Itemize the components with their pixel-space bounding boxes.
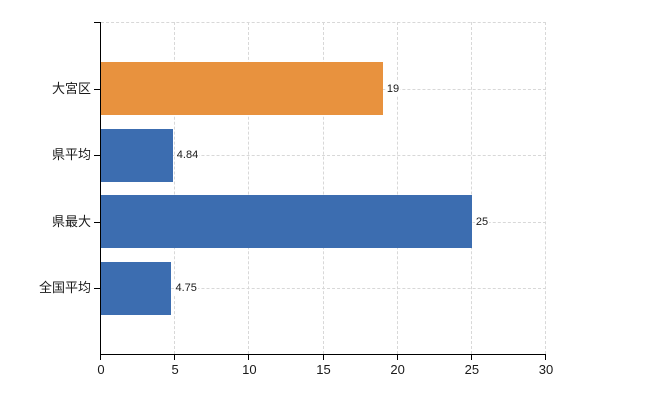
value-label: 25	[474, 214, 490, 229]
x-tick-label: 5	[171, 362, 179, 377]
bar-全国平均	[101, 261, 172, 315]
x-axis-tick	[322, 355, 324, 360]
x-axis-tick	[545, 355, 546, 360]
x-tick-label: 10	[242, 362, 257, 377]
y-axis-tick	[94, 288, 100, 289]
value-label: 19	[385, 81, 401, 96]
x-tick-label: 25	[464, 362, 480, 377]
plot-top-gridline	[101, 22, 546, 23]
y-axis-tick	[94, 221, 100, 223]
x-gridline	[396, 22, 398, 354]
x-tick-label: 20	[390, 362, 405, 377]
x-tick-label: 15	[316, 362, 331, 377]
x-axis-tick	[174, 355, 176, 360]
bar-県最大	[101, 195, 472, 248]
category-label: 県平均	[51, 147, 91, 162]
x-tick-label: 30	[538, 362, 554, 377]
y-axis-tick	[94, 155, 100, 156]
x-tick-label: 0	[97, 362, 105, 377]
x-gridline	[470, 22, 472, 354]
x-gridline	[322, 22, 324, 354]
x-gridline	[174, 22, 176, 354]
x-axis-tick	[396, 355, 398, 360]
category-label: 大宮区	[51, 80, 91, 96]
category-gridline	[101, 288, 546, 289]
x-gridline	[545, 22, 546, 354]
value-label: 4.75	[174, 281, 198, 295]
y-axis-tick	[94, 88, 100, 90]
x-axis-line	[100, 354, 546, 355]
bar-県平均	[101, 128, 173, 182]
x-axis-tick	[100, 355, 101, 360]
value-label: 4.84	[175, 148, 200, 162]
x-gridline	[248, 22, 250, 354]
y-axis-line	[100, 22, 101, 355]
bar-大宮区	[101, 62, 383, 115]
category-gridline	[101, 155, 546, 156]
category-label: 全国平均	[38, 280, 91, 295]
category-label: 県最大	[51, 213, 91, 229]
x-axis-tick	[470, 355, 472, 360]
y-axis-top-tick	[94, 22, 100, 23]
x-axis-tick	[248, 355, 250, 360]
